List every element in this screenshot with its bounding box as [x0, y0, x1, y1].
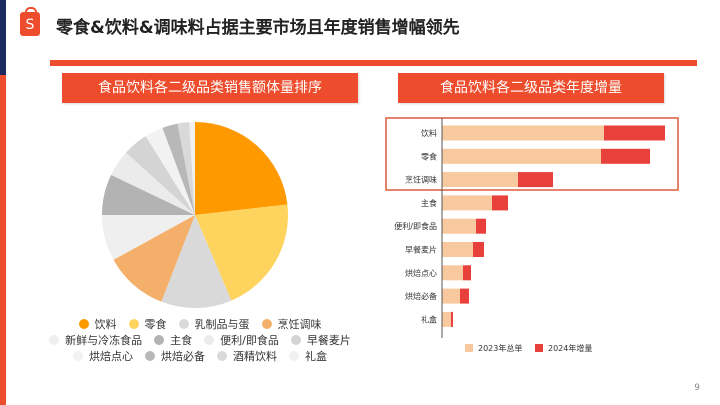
pie-slice-0	[195, 122, 288, 215]
bar-segment-2024	[476, 218, 486, 234]
legend-item: 新鲜与冷冻食品	[49, 332, 142, 348]
bar-segment-2023	[442, 172, 518, 188]
bar-legend-label: 2024年增量	[548, 343, 592, 353]
bar-category-label: 零食	[421, 151, 437, 161]
legend-item: 酒精饮料	[217, 348, 277, 364]
pie-slice-9	[162, 123, 195, 215]
bar-legend-swatch	[535, 344, 543, 352]
pie-slice-8	[145, 127, 195, 215]
legend-swatch	[49, 335, 60, 345]
legend-swatch	[154, 335, 165, 345]
pie-slice-1	[195, 204, 288, 301]
legend-label: 早餐麦片	[306, 334, 351, 347]
highlight-box	[385, 117, 679, 191]
bar-legend-label: 2023年总单	[478, 343, 522, 353]
pie-slice-5	[102, 174, 195, 215]
legend-label: 便利/即食品	[220, 334, 279, 347]
bar-segment-2023	[442, 148, 601, 164]
bar-category-label: 早餐麦片	[405, 245, 437, 255]
bar-segment-2024	[604, 125, 665, 141]
legend-item: 烘焙必备	[145, 348, 205, 364]
legend-label: 饮料	[94, 318, 117, 331]
legend-label: 酒精饮料	[233, 350, 277, 363]
legend-swatch	[128, 319, 139, 329]
legend-swatch	[78, 319, 89, 329]
legend-swatch	[204, 335, 215, 345]
pie-slice-3	[113, 215, 195, 302]
bar-segment-2023	[442, 265, 463, 281]
bar-segment-2024	[451, 311, 453, 327]
bar-segment-2024	[463, 265, 471, 281]
legend-item: 饮料	[78, 316, 117, 332]
page-number: 9	[694, 383, 700, 393]
pie-slice-6	[111, 152, 195, 215]
title-underline	[50, 60, 697, 66]
legend-item: 便利/即食品	[204, 332, 279, 348]
legend-swatch	[289, 351, 299, 361]
legend-swatch	[217, 351, 227, 361]
bar-category-label: 礼盒	[421, 314, 437, 324]
bar-segment-2023	[442, 311, 451, 327]
bar-segment-2023	[442, 195, 492, 211]
legend-label: 烹饪调味	[277, 318, 322, 331]
pie-chart	[102, 122, 288, 308]
pie-legend-row: 烘焙点心 烘焙必备 酒精饮料 礼盒	[0, 348, 400, 364]
legend-item: 礼盒	[289, 348, 327, 364]
legend-swatch	[261, 319, 272, 329]
pie-legend-row: 饮料 零食 乳制品与蛋 烹饪调味	[0, 316, 400, 332]
legend-label: 烘焙必备	[161, 350, 205, 363]
bar-category-label: 烘焙必备	[405, 291, 437, 301]
bar-segment-2024	[601, 148, 650, 164]
pie-slice-7	[126, 136, 195, 215]
bar-segment-2023	[442, 288, 460, 304]
pie-slice-2	[161, 215, 232, 308]
shopee-logo-icon: S	[20, 7, 40, 36]
legend-label: 主食	[170, 334, 193, 347]
bar-category-label: 烘焙点心	[405, 268, 437, 278]
bar-chart-title: 食品饮料各二级品类年度增量	[398, 73, 664, 103]
legend-swatch	[73, 351, 83, 361]
pie-legend-row: 新鲜与冷冻食品 主食 便利/即食品 早餐麦片	[0, 332, 400, 348]
bar-category-label: 烹饪调味	[405, 175, 437, 185]
legend-item: 主食	[154, 332, 192, 348]
bar-segment-2024	[460, 288, 469, 304]
legend-item: 乳制品与蛋	[178, 316, 250, 332]
bar-legend-swatch	[465, 344, 473, 352]
bar-segment-2023	[442, 125, 604, 141]
legend-label: 礼盒	[305, 350, 327, 363]
pie-slice-11	[189, 122, 195, 215]
legend-item: 早餐麦片	[290, 332, 351, 348]
bar-segment-2023	[442, 242, 473, 257]
pie-slice-10	[177, 122, 195, 215]
legend-label: 零食	[144, 318, 167, 331]
bar-segment-2023	[442, 218, 476, 234]
slide-title: 零食&饮料&调味料占据主要市场且年度销售增幅领先	[56, 18, 460, 38]
legend-label: 烘焙点心	[89, 350, 133, 363]
legend-item: 零食	[128, 316, 167, 332]
bar-category-label: 主食	[421, 198, 437, 208]
bar-segment-2024	[518, 172, 553, 188]
bar-segment-2024	[473, 242, 484, 257]
bar-category-label: 饮料	[421, 128, 437, 138]
legend-swatch	[145, 351, 155, 361]
legend-item: 烹饪调味	[261, 316, 322, 332]
bar-segment-2024	[492, 195, 508, 211]
legend-swatch	[290, 335, 301, 345]
bar-category-label: 便利/即食品	[394, 221, 437, 231]
legend-swatch	[178, 319, 189, 329]
accent-strip-orange	[0, 75, 6, 405]
legend-label: 新鲜与冷冻食品	[65, 334, 143, 347]
pie-chart-title: 食品饮料各二级品类销售额体量排序	[62, 73, 358, 103]
legend-label: 乳制品与蛋	[194, 318, 250, 331]
pie-slice-4	[102, 215, 195, 260]
accent-strip-navy	[0, 0, 6, 75]
legend-item: 烘焙点心	[73, 348, 133, 364]
